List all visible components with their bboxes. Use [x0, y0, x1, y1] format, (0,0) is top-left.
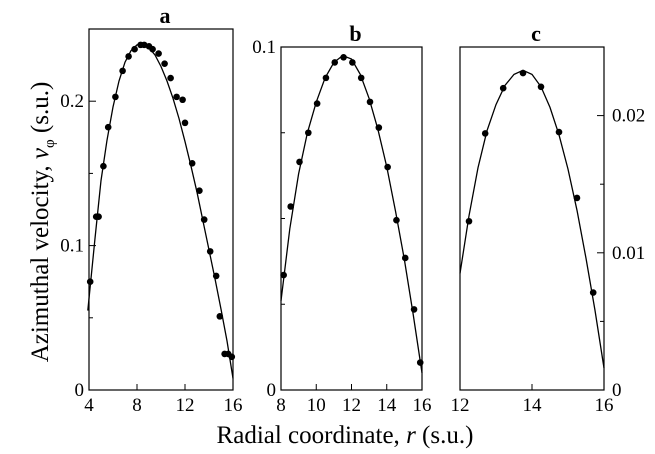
- y-axis-label-text: Azimuthal velocity,: [27, 159, 54, 362]
- data-point: [537, 83, 545, 91]
- y-tick-label: 0.2: [60, 91, 84, 112]
- data-point: [393, 216, 400, 224]
- panel-a: a 4 8 12 16 0 0.1 0.2: [60, 3, 242, 416]
- data-point: [465, 217, 473, 225]
- data-point: [401, 254, 409, 262]
- data-point: [200, 216, 208, 223]
- x-axis-label-text: Radial coordinate,: [217, 422, 407, 449]
- data-point: [196, 187, 203, 195]
- data-point: [206, 248, 214, 255]
- data-point: [499, 84, 507, 92]
- x-tick-label: 14: [523, 395, 543, 416]
- y-tick-label: 0.02: [612, 106, 645, 127]
- data-point: [188, 159, 196, 167]
- y-axis-label-unit: (s.u.): [27, 82, 54, 140]
- plot-frame: [88, 28, 234, 391]
- panel-title: b: [349, 21, 361, 46]
- data-point: [86, 278, 94, 286]
- fit-curve: [87, 42, 234, 379]
- x-tick-label: 10: [307, 395, 326, 416]
- data-point: [125, 53, 132, 60]
- data-point: [280, 271, 287, 279]
- x-tick-label: 16: [224, 395, 243, 416]
- panel-c: c 12 14 160 0.01 0.02: [451, 21, 646, 416]
- y-axis-label-var: v: [27, 147, 54, 159]
- x-tick-label: 12: [176, 395, 195, 416]
- x-tick-label: 14: [377, 395, 397, 416]
- y-axis-label: Azimuthal velocity, vφ (s.u.): [27, 82, 58, 363]
- y-tick-label: 0.1: [252, 37, 276, 58]
- panel-b: b 8 10 12 14 16 0 0.1: [252, 21, 431, 416]
- data-point: [131, 45, 138, 53]
- data-point: [357, 74, 365, 82]
- data-point: [95, 213, 102, 221]
- data-point: [366, 98, 374, 106]
- y-axis-label-sub: φ: [42, 139, 58, 148]
- x-tick-label: 4: [84, 395, 94, 416]
- fit-curve: [459, 69, 605, 369]
- data-point: [216, 313, 224, 320]
- x-axis-label-var: r: [406, 422, 416, 449]
- x-axis-label: Radial coordinate, r (s.u.): [217, 422, 474, 449]
- y-tick-label: 0.01: [612, 243, 645, 264]
- data-point: [410, 306, 418, 313]
- data-point: [519, 69, 527, 77]
- x-axis-label-unit: (s.u.): [416, 422, 474, 449]
- x-tick-label: 12: [451, 395, 470, 416]
- data-point: [161, 60, 168, 67]
- data-point: [589, 289, 597, 296]
- y-tick-label: 0: [612, 380, 622, 401]
- data-point: [167, 74, 174, 82]
- plot-frame: [280, 46, 423, 391]
- data-point: [384, 163, 391, 171]
- data-point: [181, 119, 189, 127]
- data-point: [322, 74, 330, 82]
- data-point: [287, 203, 294, 210]
- data-point: [173, 93, 180, 101]
- data-point: [375, 124, 383, 131]
- data-point: [555, 128, 563, 136]
- data-point: [573, 194, 581, 202]
- data-point: [349, 59, 356, 66]
- panel-title: a: [160, 3, 171, 28]
- data-point: [481, 130, 489, 137]
- fit-curve: [280, 54, 423, 373]
- data-point: [100, 162, 107, 170]
- data-point: [416, 359, 424, 366]
- y-tick-label: 0: [75, 380, 85, 401]
- data-point: [212, 272, 220, 280]
- data-point: [313, 100, 321, 107]
- x-tick-label: 8: [276, 395, 286, 416]
- data-point: [119, 67, 126, 75]
- x-tick-label: 16: [595, 395, 614, 416]
- data-point: [340, 53, 347, 61]
- x-tick-label: 16: [413, 395, 432, 416]
- x-tick-label: 12: [342, 395, 361, 416]
- data-point: [331, 59, 339, 66]
- data-point: [305, 129, 312, 137]
- data-point: [149, 45, 156, 53]
- x-tick-label: 8: [132, 395, 142, 416]
- data-point: [112, 93, 119, 101]
- panel-title: c: [531, 21, 541, 46]
- data-point: [228, 353, 236, 361]
- plot-frame: [459, 46, 605, 391]
- data-point: [296, 158, 303, 166]
- data-point: [104, 123, 112, 131]
- data-point: [155, 50, 162, 57]
- data-point: [179, 96, 186, 104]
- y-tick-label: 0: [267, 380, 277, 401]
- y-tick-label: 0.1: [60, 236, 84, 257]
